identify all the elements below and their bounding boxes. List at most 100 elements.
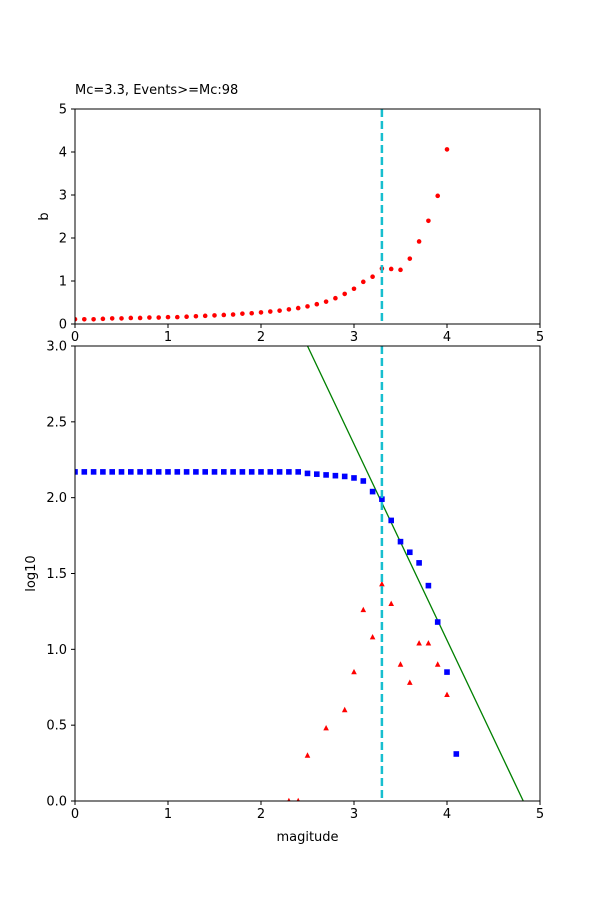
top-b-value-point [193, 313, 199, 319]
top-b-value-point [175, 314, 180, 320]
bottom-y-tick-label: 3.0 [46, 340, 67, 355]
bottom-cumulative-count-point [276, 469, 283, 475]
bottom-cumulative-count-point [211, 469, 218, 475]
bottom-noncumulative-count-point [397, 661, 404, 667]
top-b-value-point [398, 267, 403, 273]
top-b-value-point [119, 316, 124, 321]
top-b-value-point [147, 315, 152, 320]
bottom-x-tick-label: 5 [536, 807, 544, 822]
top-x-tick-label: 1 [164, 330, 172, 345]
bottom-cumulative-count-point [183, 469, 190, 475]
top-b-value-point [370, 274, 375, 280]
bottom-noncumulative-count-point [351, 668, 357, 675]
top-b-value-point [323, 299, 329, 304]
top-x-tick-label: 4 [443, 330, 451, 345]
top-y-tick-label: 2 [59, 232, 67, 247]
bottom-cumulative-count-point [128, 469, 134, 475]
bottom-noncumulative-count-point [369, 634, 376, 640]
bottom-cumulative-count-point [407, 549, 413, 556]
bottom-cumulative-count-point [202, 469, 208, 475]
top-b-value-point [91, 316, 96, 322]
bottom-cumulative-count-point [323, 472, 329, 478]
bottom-noncumulative-count-point [407, 679, 413, 685]
bottom-cumulative-count-point [118, 469, 125, 475]
b-value-panel: Mc=3.3, Events>=Mc:98 0 1 2 3 4 5 0 1 2 3 4 5 b [37, 83, 544, 345]
top-b-value-point [82, 316, 87, 322]
bottom-cumulative-count-point [369, 488, 376, 495]
bottom-x-tick-label: 0 [71, 807, 79, 822]
top-b-value-point [165, 314, 171, 320]
top-b-value-point [128, 315, 134, 321]
bottom-cumulative-count-point [109, 469, 115, 475]
bottom-noncumulative-count-point [360, 606, 367, 613]
bottom-cumulative-count-point [360, 478, 367, 484]
top-b-value-point [314, 301, 320, 307]
bottom-cumulative-count-point [100, 469, 106, 475]
bottom-noncumulative-count-point [434, 661, 441, 667]
bottom-x-axis-label: magitude [276, 830, 338, 845]
top-b-value-point [286, 307, 292, 312]
bottom-noncumulative-count-point [341, 706, 348, 713]
bottom-cumulative-count-point [295, 469, 301, 475]
top-b-value-point [230, 312, 236, 317]
top-y-axis-label: b [37, 212, 52, 220]
bottom-cumulative-count-point [248, 469, 255, 475]
top-b-value-point [435, 193, 441, 199]
frequency-magnitude-plot-area [75, 346, 524, 801]
bottom-noncumulative-count-point [304, 752, 311, 758]
bottom-noncumulative-count-point [323, 725, 329, 731]
top-b-value-point [268, 309, 273, 314]
bottom-x-tick-label: 1 [164, 807, 172, 822]
top-x-tick-label: 2 [257, 330, 265, 345]
top-b-value-point [388, 266, 394, 272]
bottom-cumulative-count-point [267, 469, 274, 475]
top-b-value-point [75, 316, 78, 322]
bottom-cumulative-count-point [341, 473, 348, 480]
bottom-cumulative-count-point [332, 472, 339, 479]
bottom-cumulative-count-point [379, 496, 385, 502]
bottom-noncumulative-count-point [287, 797, 291, 801]
bottom-noncumulative-count-point [296, 797, 300, 801]
top-b-value-point [295, 305, 301, 311]
bottom-y-tick-label: 2.0 [46, 491, 67, 506]
b-value-plot-area [75, 109, 450, 324]
top-b-value-point [202, 313, 208, 319]
bottom-noncumulative-count-point [388, 600, 394, 607]
bottom-y-tick-label: 0.0 [46, 795, 67, 810]
bottom-y-tick-label: 0.5 [46, 719, 67, 734]
bottom-cumulative-count-point [137, 469, 143, 475]
bottom-cumulative-count-point [444, 669, 450, 675]
bottom-cumulative-count-point [434, 619, 441, 625]
top-y-tick-label: 3 [59, 189, 67, 204]
top-b-value-point [137, 315, 143, 321]
top-y-tick-label: 1 [59, 275, 67, 290]
top-b-value-point [426, 218, 431, 224]
bottom-cumulative-count-point [239, 469, 246, 475]
bottom-cumulative-count-point [90, 469, 97, 475]
bottom-cumulative-count-point [146, 469, 153, 475]
top-x-ticks: 0 1 2 3 4 5 [71, 324, 544, 345]
bottom-cumulative-count-point [75, 469, 78, 475]
frequency-magnitude-panel: 0 1 2 3 4 5 0.0 0.5 1.0 1.5 2.0 2.5 3.0 magitude lo… [24, 340, 544, 846]
bottom-cumulative-count-point [81, 469, 88, 475]
top-b-value-point [444, 147, 450, 152]
bottom-cumulative-count-point [165, 469, 171, 475]
top-b-value-point [184, 314, 189, 319]
bottom-cumulative-count-point [221, 469, 227, 475]
top-b-value-point [305, 304, 310, 309]
top-y-ticks: 0 1 2 3 4 5 [59, 103, 75, 333]
bottom-cumulative-count-point [286, 469, 292, 475]
bottom-cumulative-count-point [174, 469, 181, 475]
top-panel-title: Mc=3.3, Events>=Mc:98 [75, 83, 238, 98]
gutenberg-richter-fit-line [306, 346, 524, 801]
top-b-value-point [342, 291, 348, 297]
bottom-y-axis-label: log10 [24, 555, 39, 591]
bottom-noncumulative-count-point [379, 580, 385, 587]
bottom-noncumulative-count-point [425, 640, 432, 646]
top-b-value-point [333, 295, 338, 301]
top-x-tick-label: 0 [71, 330, 79, 345]
bottom-cumulative-count-point [397, 538, 404, 545]
top-x-tick-label: 5 [536, 330, 544, 345]
bottom-cumulative-count-point [314, 471, 320, 477]
